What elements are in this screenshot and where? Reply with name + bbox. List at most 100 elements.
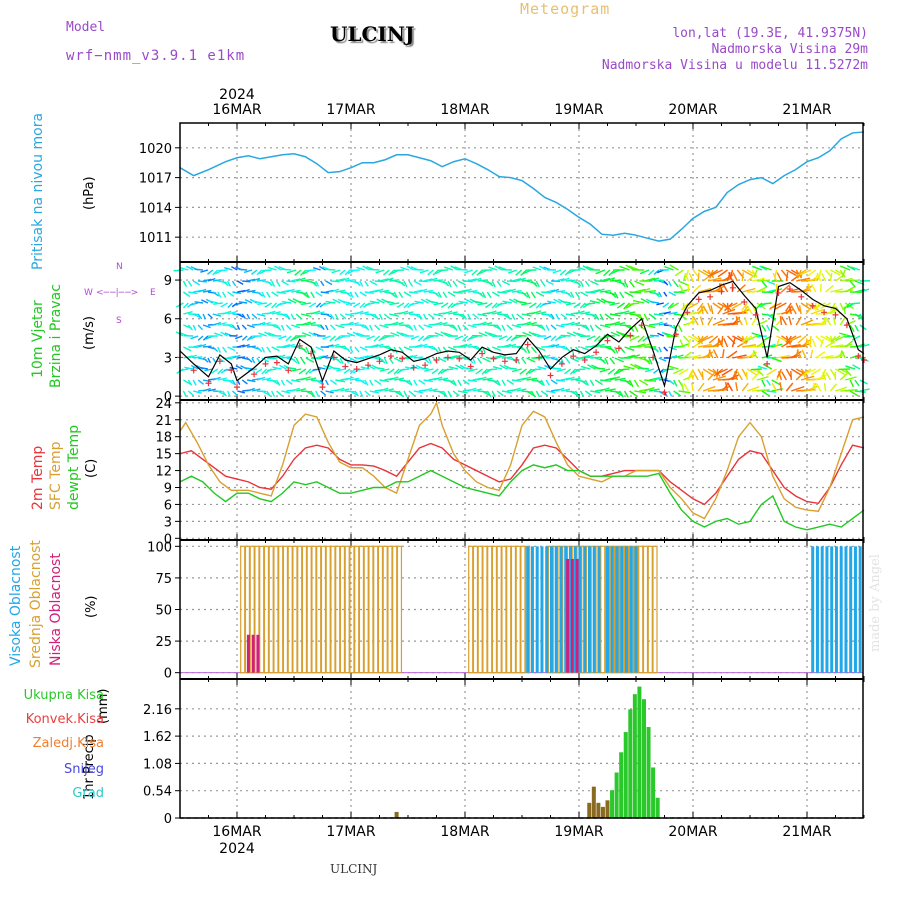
wind-arrow — [390, 332, 400, 337]
wind-arrow — [746, 386, 760, 392]
wind-arrow — [658, 346, 662, 353]
top-date-label: 21MAR — [782, 102, 831, 118]
wind-arrow — [256, 313, 266, 317]
wind-arrow — [340, 277, 350, 282]
wind-arrow — [840, 277, 853, 282]
cloud-bar — [811, 546, 815, 673]
y-tick-label: 1011 — [139, 231, 172, 246]
wind-arrow — [556, 368, 566, 373]
wind-arrow — [663, 311, 671, 315]
wind-gust-marker — [707, 293, 714, 300]
wind-arrow — [399, 368, 410, 371]
wind-arrow — [552, 269, 562, 274]
wind-arrow — [330, 366, 341, 370]
wind-arrow — [766, 289, 776, 293]
wind-arrow — [825, 269, 833, 278]
wind-arrow — [515, 269, 523, 276]
wind-arrow — [644, 379, 657, 382]
wind-arrow — [244, 299, 253, 304]
top-date-label: 20MAR — [668, 102, 717, 118]
wind-arrow — [669, 302, 679, 309]
wind-arrow — [286, 343, 295, 348]
wind-arrow — [321, 302, 331, 306]
wind-arrow — [829, 368, 836, 377]
wind-arrow — [540, 379, 545, 386]
wind-arrow — [650, 334, 659, 337]
y-tick-label: 1.62 — [143, 730, 172, 745]
wind-arrow — [776, 317, 784, 326]
wind-arrow — [329, 313, 335, 320]
wind-arrow — [668, 311, 678, 315]
wind-arrow — [484, 331, 493, 337]
wind-arrow — [246, 278, 256, 282]
wind-arrow — [315, 379, 323, 385]
wind-arrow — [678, 343, 690, 348]
wind-arrow — [687, 338, 692, 348]
wind-arrow — [751, 277, 765, 282]
wind-arrow — [574, 390, 580, 398]
wind-arrow — [582, 265, 591, 271]
wind-arrow — [208, 300, 218, 304]
wind-arrow — [604, 357, 609, 365]
wind-arrow — [199, 366, 209, 370]
wind-arrow — [634, 390, 647, 394]
wind-arrow — [183, 311, 193, 315]
cloud-bar — [634, 546, 638, 673]
wind-arrow — [760, 302, 772, 306]
wind-arrow — [820, 317, 828, 326]
wind-gust-marker — [205, 380, 212, 387]
wind-arrow — [810, 309, 824, 315]
wind-arrow — [672, 379, 678, 387]
wind-arrow — [609, 302, 620, 306]
wind-arrow — [310, 291, 315, 299]
wind-arrow — [389, 321, 399, 326]
wind-arrow — [822, 371, 827, 381]
wind-arrow — [653, 269, 660, 275]
wind-arrow — [305, 346, 310, 354]
wind-arrow — [766, 313, 774, 320]
wind-arrow — [202, 387, 211, 392]
cloud-bar — [615, 546, 619, 673]
wind-arrow — [806, 338, 812, 348]
wind-arrow — [681, 383, 685, 392]
wind-arrow — [374, 379, 382, 386]
wind-arrow — [207, 313, 213, 319]
wind-arrow — [526, 357, 536, 363]
wind-arrow — [565, 279, 576, 282]
wind-arrow — [217, 368, 224, 375]
wind-arrow — [364, 390, 371, 397]
wind-arrow — [849, 390, 859, 397]
wind-arrow — [413, 280, 422, 286]
wind-arrow — [668, 379, 675, 385]
wind-arrow — [599, 313, 605, 321]
wind-arrow — [375, 269, 385, 274]
wind-arrow — [835, 335, 846, 342]
wind-arrow — [616, 302, 626, 309]
wind-arrow — [408, 280, 414, 287]
wind-arrow — [281, 313, 290, 319]
model-elevation-label: Nadmorska Visina u modelu 11.5272m — [601, 58, 868, 73]
wind-arrow — [389, 376, 399, 381]
cloud-bar — [263, 545, 270, 674]
y-tick-label: 0 — [164, 812, 172, 827]
wind-arrow — [829, 273, 833, 282]
cloud-bar — [849, 546, 853, 673]
wind-arrow — [521, 313, 532, 317]
wind-arrow — [815, 383, 822, 392]
wind-arrow — [467, 379, 478, 383]
wind-arrow — [486, 291, 492, 299]
cloud-bar — [520, 545, 526, 674]
wind-arrow — [482, 390, 491, 397]
wind-arrow — [359, 346, 368, 351]
wind-gust-marker — [330, 354, 337, 361]
wind-arrow — [300, 302, 311, 306]
wind-arrow — [565, 346, 571, 353]
wind-arrow — [349, 346, 354, 353]
wind-arrow — [433, 321, 443, 326]
wind-arrow — [497, 302, 508, 306]
wind-arrow — [624, 354, 636, 359]
wind-arrow — [604, 300, 615, 304]
wind-arrow — [546, 390, 556, 394]
wind-arrow — [447, 311, 458, 315]
wind-arrow — [756, 375, 769, 381]
